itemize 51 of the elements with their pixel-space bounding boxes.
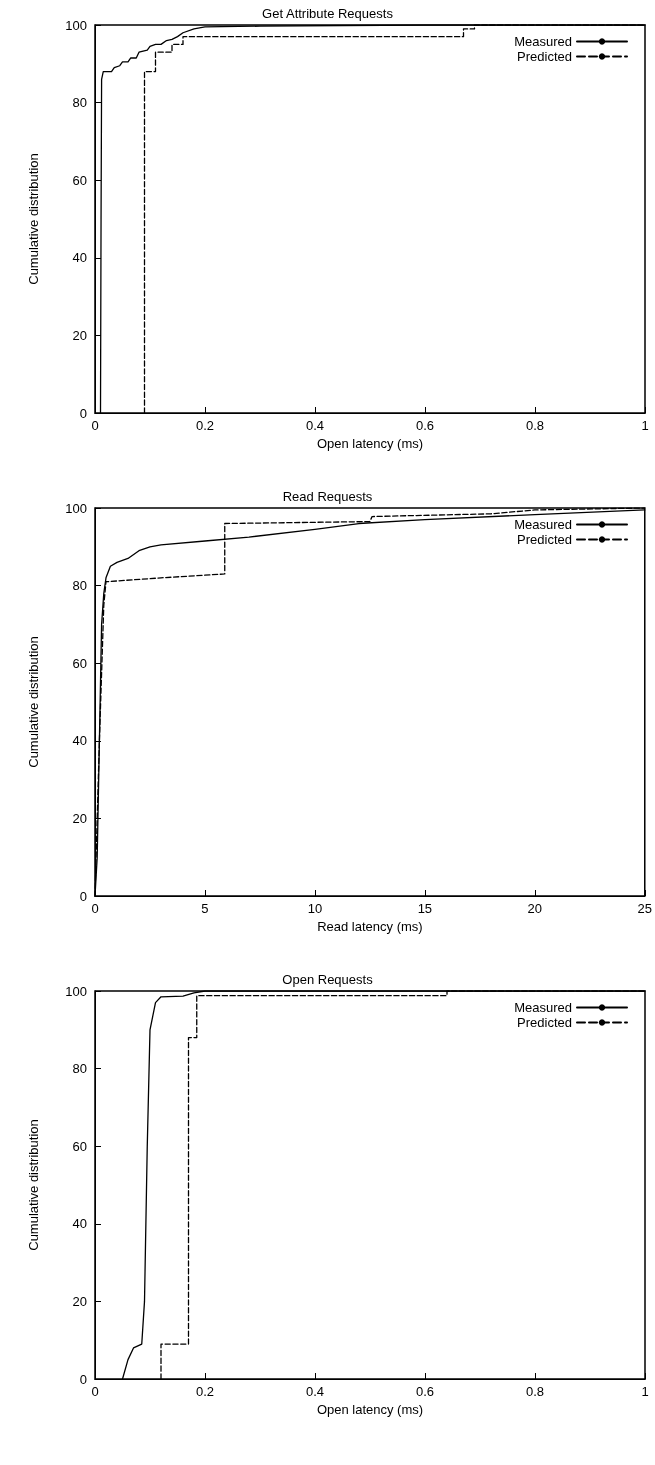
x-tick-label: 15 [417, 901, 433, 916]
y-tick-label: 60 [72, 172, 87, 188]
legend-label: Predicted [517, 1015, 572, 1030]
x-tick-label: 0.8 [525, 418, 545, 433]
x-tick-label: 10 [307, 901, 323, 916]
y-tick-label: 40 [72, 250, 87, 266]
y-tick-label: 0 [79, 1371, 87, 1387]
y-tick-label: 20 [72, 1293, 87, 1309]
x-tick-label: 0.2 [195, 1384, 215, 1399]
x-tick-label: 1 [641, 1384, 649, 1399]
y-tick-label: 100 [65, 17, 87, 33]
chart-title: Open Requests [282, 972, 374, 987]
x-tick-label: 0.4 [305, 1384, 325, 1399]
y-tick-label: 20 [72, 810, 87, 826]
x-tick-label: 0 [91, 418, 99, 433]
y-tick-label: 80 [72, 1061, 87, 1077]
x-axis-title: Open latency (ms) [316, 1401, 424, 1417]
y-axis-title: Cumulative distribution [26, 153, 41, 285]
y-tick-label: 100 [65, 983, 87, 999]
x-tick-label: 0 [91, 1384, 99, 1399]
y-tick-label: 40 [72, 733, 87, 749]
y-tick-label: 0 [79, 888, 87, 904]
chart-title: Get Attribute Requests [262, 6, 394, 21]
legend-label: Measured [514, 1000, 572, 1015]
x-tick-label: 0.4 [305, 418, 325, 433]
legend-label: Predicted [517, 49, 572, 64]
y-axis-title: Cumulative distribution [26, 636, 41, 768]
x-tick-label: 20 [527, 901, 543, 916]
x-tick-label: 0.6 [415, 418, 435, 433]
x-axis-title: Open latency (ms) [316, 435, 424, 451]
y-tick-label: 0 [79, 405, 87, 421]
y-tick-label: 60 [72, 655, 87, 671]
y-axis-title: Cumulative distribution [26, 1119, 41, 1251]
legend-label: Measured [514, 517, 572, 532]
x-axis-title: Read latency (ms) [317, 918, 423, 934]
x-tick-label: 0.2 [195, 418, 215, 433]
y-tick-label: 80 [72, 578, 87, 594]
y-tick-label: 40 [72, 1216, 87, 1232]
y-tick-label: 60 [72, 1138, 87, 1154]
x-tick-label: 1 [641, 418, 649, 433]
x-tick-label: 5 [201, 901, 209, 916]
legend-label: Predicted [517, 532, 572, 547]
x-tick-label: 0.6 [415, 1384, 435, 1399]
chart-title: Read Requests [282, 489, 373, 504]
y-tick-label: 100 [65, 500, 87, 516]
legend-label: Measured [514, 34, 572, 49]
x-tick-label: 25 [637, 901, 652, 916]
x-tick-label: 0.8 [525, 1384, 545, 1399]
y-tick-label: 80 [72, 95, 87, 111]
x-tick-label: 0 [91, 901, 99, 916]
y-tick-label: 20 [72, 327, 87, 343]
